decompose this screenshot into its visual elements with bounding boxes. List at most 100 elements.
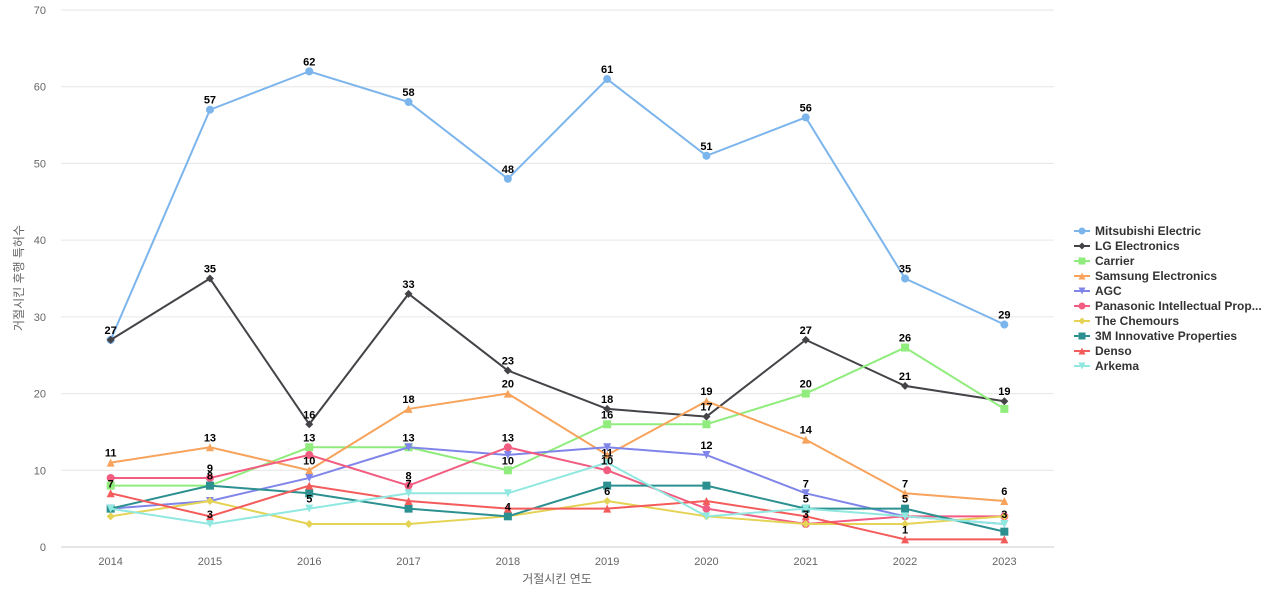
data-point [404, 443, 413, 452]
data-point [404, 481, 413, 490]
data-label: 35 [899, 264, 911, 276]
legend-item[interactable]: LG Electronics [1074, 239, 1180, 253]
legend-item[interactable]: 3M Innovative Properties [1074, 329, 1237, 343]
data-point [205, 496, 214, 505]
data-point [702, 512, 711, 521]
data-point [801, 512, 810, 521]
data-labels: 2757625848615156352935163323181727211913… [105, 56, 1011, 536]
legend-marker [1078, 332, 1086, 340]
data-point [106, 458, 115, 467]
data-label: 5 [306, 494, 312, 506]
data-label: 19 [700, 386, 712, 398]
series-lines [106, 67, 1009, 544]
legend-item[interactable]: Carrier [1074, 254, 1135, 268]
data-point [901, 274, 910, 283]
legend-item[interactable]: Arkema [1074, 359, 1139, 373]
data-label: 17 [700, 402, 712, 414]
data-label: 33 [402, 279, 414, 291]
data-point [503, 174, 512, 183]
legend-label: 3M Innovative Properties [1095, 329, 1237, 343]
legend-label: Denso [1095, 344, 1132, 358]
x-tick-label: 2016 [297, 556, 321, 568]
data-label: 5 [803, 494, 809, 506]
data-point [305, 519, 314, 528]
legend-item[interactable]: The Chemours [1074, 314, 1179, 328]
legend-item[interactable]: Denso [1074, 344, 1132, 358]
series-7 [106, 481, 1009, 536]
data-point [503, 389, 512, 398]
data-point [702, 450, 711, 459]
data-point [801, 504, 810, 513]
data-point [305, 473, 314, 482]
data-point [702, 412, 711, 421]
series-9 [106, 458, 1009, 528]
y-axis-title: 거절시킨 후행 특허수 [11, 225, 26, 331]
x-tick-label: 2018 [496, 556, 520, 568]
legend-label: Samsung Electronics [1095, 269, 1217, 283]
data-point [305, 466, 314, 475]
data-point [1000, 512, 1009, 521]
data-point [305, 504, 314, 513]
legend-label: Panasonic Intellectual Prop... [1095, 299, 1262, 313]
data-label: 7 [108, 478, 114, 490]
data-point [1000, 496, 1009, 505]
data-point [603, 504, 612, 513]
legend-marker [1078, 347, 1086, 355]
data-point [305, 489, 314, 498]
data-label: 12 [700, 440, 712, 452]
data-point [404, 404, 413, 413]
series-4 [106, 443, 1009, 528]
series-line [110, 446, 1005, 525]
data-label: 8 [405, 471, 411, 483]
data-label: 27 [105, 325, 117, 337]
series-8 [106, 481, 1009, 544]
data-point [603, 404, 612, 413]
legend-item[interactable]: Mitsubishi Electric [1074, 224, 1201, 238]
data-point [901, 343, 910, 352]
data-point [603, 481, 612, 490]
data-label: 6 [1001, 486, 1007, 498]
y-tick-label: 10 [34, 465, 46, 477]
x-tick-label: 2017 [396, 556, 420, 568]
data-point [205, 274, 214, 283]
data-point [106, 504, 115, 513]
data-point [1000, 397, 1009, 406]
legend-item[interactable]: AGC [1074, 284, 1122, 298]
legend-marker [1078, 287, 1086, 295]
data-point [603, 466, 612, 475]
x-tick-label: 2020 [694, 556, 718, 568]
data-label: 16 [303, 409, 315, 421]
data-label: 23 [502, 356, 514, 368]
legend-label: AGC [1095, 284, 1122, 298]
data-point [801, 113, 810, 122]
data-point [801, 435, 810, 444]
data-label: 29 [998, 310, 1010, 322]
data-point [205, 481, 214, 490]
y-tick-label: 60 [34, 82, 46, 94]
series-line [110, 499, 1005, 525]
data-label: 21 [899, 371, 911, 383]
data-label: 62 [303, 56, 315, 68]
data-label: 6 [604, 486, 610, 498]
series-line [110, 461, 1005, 525]
legend-marker [1078, 302, 1086, 310]
series-3 [106, 389, 1009, 505]
legend-marker [1078, 272, 1086, 280]
data-point [305, 67, 314, 76]
legend-item[interactable]: Panasonic Intellectual Prop... [1074, 299, 1262, 313]
data-point [901, 519, 910, 528]
data-point [901, 504, 910, 513]
grid-lines [61, 9, 1054, 548]
data-point [205, 473, 214, 482]
legend-label: Mitsubishi Electric [1095, 224, 1201, 238]
data-point [106, 473, 115, 482]
legend-label: LG Electronics [1095, 239, 1180, 253]
legend-item[interactable]: Samsung Electronics [1074, 269, 1217, 283]
series-2 [106, 343, 1009, 490]
data-label: 26 [899, 333, 911, 345]
data-label: 57 [204, 95, 216, 107]
